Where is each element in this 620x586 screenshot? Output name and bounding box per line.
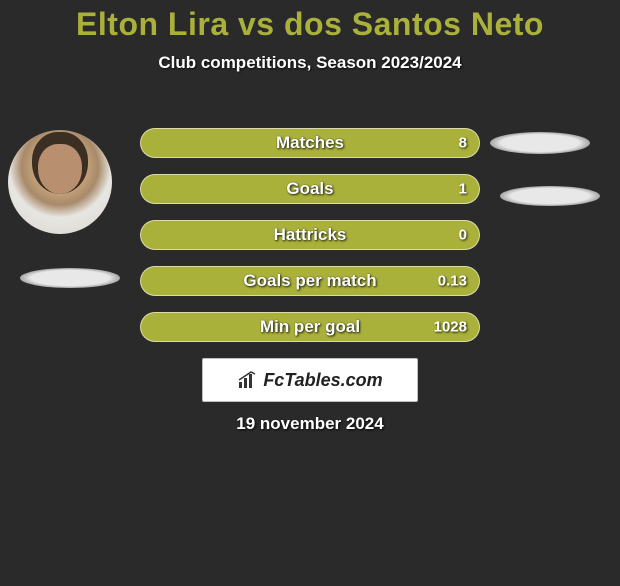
player-left-shadow	[20, 268, 120, 288]
footer-date: 19 november 2024	[0, 414, 620, 434]
stat-bars: Matches 8 Goals 1 Hattricks 0 Goals per …	[140, 128, 480, 358]
stat-bar-matches: Matches 8	[140, 128, 480, 158]
page-subtitle: Club competitions, Season 2023/2024	[0, 53, 620, 73]
stat-value-left-player: 1028	[434, 319, 467, 336]
stat-value-left-player: 8	[459, 135, 467, 152]
page-title: Elton Lira vs dos Santos Neto	[0, 6, 620, 43]
stat-label: Hattricks	[274, 225, 347, 245]
stat-bar-goals: Goals 1	[140, 174, 480, 204]
player-right-shadow-2	[500, 186, 600, 206]
stat-value-left-player: 0.13	[438, 273, 467, 290]
stat-bar-gpm: Goals per match 0.13	[140, 266, 480, 296]
bar-chart-icon	[237, 370, 257, 390]
stat-value-left-player: 0	[459, 227, 467, 244]
stat-label: Goals per match	[243, 271, 376, 291]
stat-bar-hattricks: Hattricks 0	[140, 220, 480, 250]
stat-label: Matches	[276, 133, 344, 153]
stat-value-left-player: 1	[459, 181, 467, 198]
stat-label: Goals	[286, 179, 333, 199]
player-left-avatar	[8, 130, 112, 234]
stat-bar-mpg: Min per goal 1028	[140, 312, 480, 342]
footer-logo: FcTables.com	[202, 358, 418, 402]
stat-label: Min per goal	[260, 317, 360, 337]
logo-text: FcTables.com	[263, 370, 382, 391]
player-right-shadow-1	[490, 132, 590, 154]
